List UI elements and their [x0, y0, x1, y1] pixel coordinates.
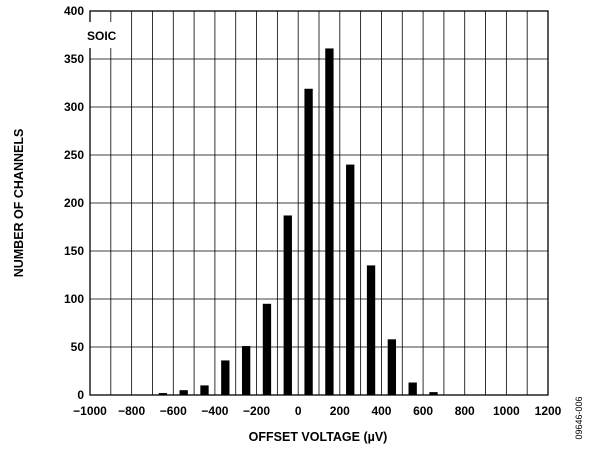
- histogram-bar: [304, 88, 313, 395]
- grid-lines: [89, 10, 549, 396]
- x-tick-label: 1000: [493, 404, 520, 418]
- x-axis-title: OFFSET VOLTAGE (µV): [249, 430, 388, 444]
- y-tick-label: 300: [64, 100, 84, 114]
- y-axis-title: NUMBER OF CHANNELS: [12, 129, 26, 278]
- x-tick-label: 1200: [535, 404, 562, 418]
- histogram-bar: [283, 215, 292, 395]
- x-tick-label: −400: [201, 404, 228, 418]
- x-tick-label: 400: [371, 404, 391, 418]
- y-tick-label: 100: [64, 292, 84, 306]
- y-tick-label: 350: [64, 52, 84, 66]
- y-tick-labels: 0 50 100 150 200 250 300 350 400: [64, 4, 84, 402]
- histogram-bar: [429, 392, 438, 395]
- y-tick-label: 150: [64, 244, 84, 258]
- x-tick-label: 600: [413, 404, 433, 418]
- figure-id-label: 09646-006: [574, 396, 584, 439]
- histogram-bar: [346, 164, 355, 395]
- x-tick-label: 800: [455, 404, 475, 418]
- y-tick-label: 200: [64, 196, 84, 210]
- y-tick-label: 0: [77, 388, 84, 402]
- histogram-bar: [221, 360, 230, 395]
- bars: [158, 48, 438, 395]
- x-tick-label: 0: [295, 404, 302, 418]
- histogram-bar: [262, 303, 272, 395]
- histogram-bar: [200, 385, 209, 395]
- x-tick-label: −1000: [73, 404, 107, 418]
- y-tick-label: 250: [64, 148, 84, 162]
- annotation-box: [79, 22, 131, 48]
- x-tick-label: −800: [118, 404, 145, 418]
- x-tick-label: 200: [330, 404, 350, 418]
- histogram-bar: [325, 48, 334, 395]
- annotation-label: SOIC: [87, 29, 117, 43]
- y-tick-label: 50: [71, 340, 85, 354]
- histogram-bar: [408, 382, 417, 395]
- histogram-bar: [179, 390, 188, 395]
- histogram-bar: [158, 393, 168, 395]
- plot-frame: [89, 10, 549, 396]
- histogram-bar: [241, 346, 251, 395]
- x-tick-label: −200: [243, 404, 270, 418]
- histogram-bar: [366, 265, 376, 395]
- histogram-bar: [387, 339, 397, 395]
- x-tick-labels: −1000 −800 −600 −400 −200 0 200 400 600 800 1000 12…: [73, 404, 562, 418]
- y-tick-label: 400: [64, 4, 84, 18]
- x-tick-label: −600: [160, 404, 187, 418]
